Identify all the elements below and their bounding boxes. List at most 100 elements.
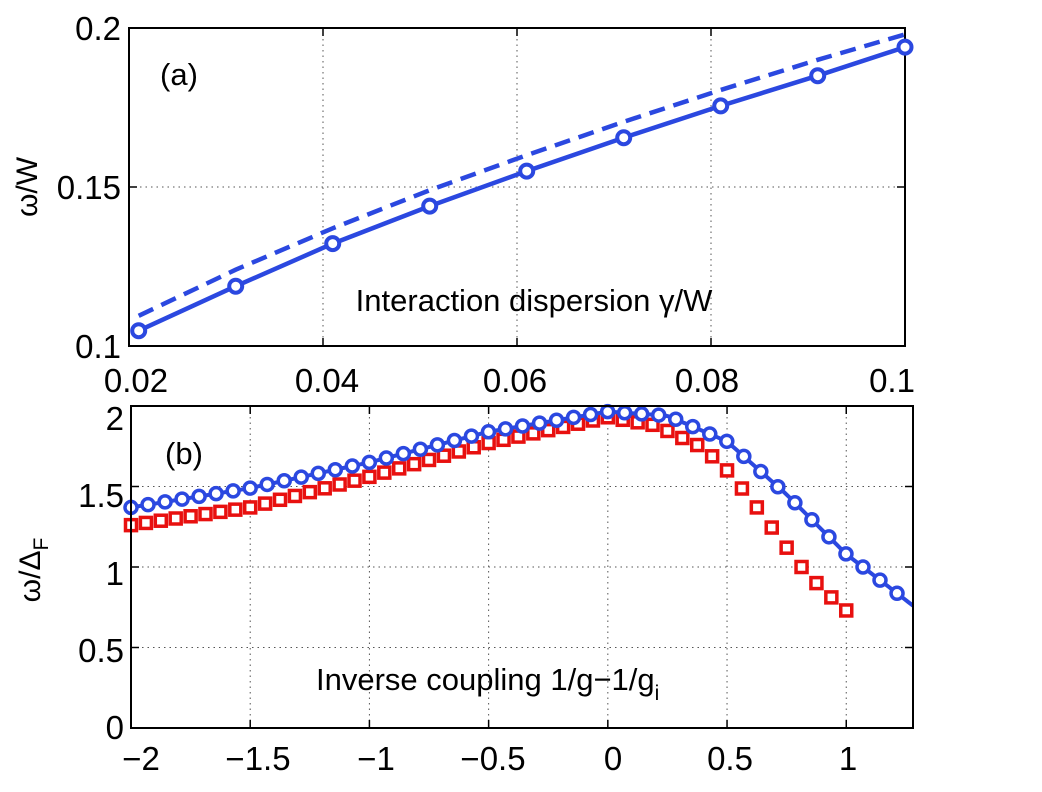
b-circle-point [327, 461, 344, 478]
b-circle-point [378, 450, 395, 466]
panel-b-xlabel-main: Inverse coupling 1/g−1/g [316, 662, 655, 697]
panel-b-frame [130, 405, 914, 729]
b-ytick-label: 1.5 [78, 477, 124, 514]
b-square-point [302, 484, 318, 500]
b-square-point [183, 509, 198, 524]
b-xtick-label: −1 [357, 740, 395, 777]
b-square-point [198, 506, 213, 522]
b-circle-point [685, 418, 701, 435]
b-square-point [168, 511, 183, 526]
panel-b-ytick-labels: 0 0.5 1 1.5 2 [78, 400, 124, 746]
b-square-point [242, 500, 258, 515]
b-circle-point [667, 411, 684, 427]
b-xtick-label: −0.5 [460, 740, 525, 777]
b-circle-point [514, 418, 531, 434]
b-square-point [377, 465, 392, 480]
b-xtick-label: 0.5 [707, 740, 753, 777]
b-square-point [764, 520, 779, 535]
b-square-point [257, 496, 273, 511]
b-circle-point [616, 405, 633, 421]
b-circle-point [872, 572, 888, 588]
a-data-point [615, 129, 633, 147]
b-circle-point [736, 448, 752, 465]
panel-b-inline-xlabel: Inverse coupling 1/g−1/gi [316, 662, 659, 705]
b-circle-point [770, 478, 786, 495]
b-circle-point [855, 559, 871, 575]
a-ytick-label: 0.2 [75, 10, 121, 47]
b-circle-point [242, 480, 258, 496]
b-square-point [749, 500, 765, 515]
b-ytick-label: 0 [106, 709, 124, 746]
b-circle-point [429, 437, 446, 453]
b-xtick-label: 1 [839, 740, 857, 777]
b-square-point [838, 603, 854, 618]
a-ytick-label: 0.1 [75, 328, 121, 365]
a-data-point [130, 322, 148, 340]
panel-a-ylabel: ω/W [11, 156, 44, 217]
b-circle-point [582, 406, 599, 423]
b-circle-point [565, 409, 582, 426]
b-circle-point [838, 546, 854, 562]
b-circle-point [344, 458, 361, 474]
b-ytick-label: 1 [106, 555, 124, 592]
a-ytick-label: 0.15 [57, 169, 121, 206]
b-circle-point [157, 494, 173, 510]
panel-a-series [130, 32, 914, 340]
b-xtick-label: 0 [604, 740, 622, 777]
b-square-point [272, 492, 288, 508]
b-square-point [436, 448, 452, 463]
a-xtick-label: 0.04 [295, 362, 359, 399]
b-square-point [228, 502, 243, 517]
b-square-point [660, 423, 675, 439]
b-square-point [421, 452, 437, 468]
b-square-point [347, 473, 362, 488]
b-circle-point [446, 432, 463, 449]
b-circle-point [225, 483, 241, 499]
b-circle-point [787, 495, 803, 511]
b-circle-point [310, 465, 327, 482]
b-square-point [719, 463, 735, 478]
b-circle-point [804, 512, 820, 528]
b-square-point [734, 481, 750, 496]
b-circle-point [650, 407, 667, 423]
panel-b: −2 −1.5 −1 −0.5 0 0.5 1 0 0.5 1 1.5 2 ω/… [14, 400, 915, 777]
a-xtick-label: 0.06 [483, 362, 547, 399]
a-xtick-label: 0.02 [104, 362, 168, 399]
panel-a: 0.02 0.04 0.06 0.08 0.1 0.1 0.15 0.2 ω/W… [11, 10, 915, 399]
a-xtick-label: 0.08 [675, 362, 739, 399]
b-circle-point [719, 433, 735, 450]
b-ytick-label: 0.5 [78, 632, 124, 669]
a-data-point [227, 277, 245, 295]
b-circle-point [412, 441, 429, 458]
b-square-point [317, 481, 332, 496]
panel-b-ylabel: ω/ΔF [14, 538, 53, 603]
b-square-point [391, 461, 407, 476]
b-circle-point [548, 412, 565, 429]
b-circle-point [633, 406, 650, 422]
b-square-point [406, 456, 422, 472]
b-square-point [526, 426, 541, 441]
a-data-point [324, 235, 342, 253]
b-circle-point [293, 469, 309, 485]
b-square-point [138, 515, 154, 531]
panel-a-ticks [128, 27, 906, 347]
b-circle-point [191, 488, 207, 505]
b-square-point [809, 575, 824, 591]
b-square-point [213, 504, 228, 520]
panel-b-series [123, 403, 915, 618]
b-circle-point [599, 403, 616, 420]
b-square-point [824, 590, 839, 605]
a-data-point [896, 38, 914, 56]
b-square-point [689, 437, 705, 453]
b-circle-point [531, 415, 548, 431]
b-circle-point [480, 424, 497, 440]
b-circle-point [889, 585, 905, 602]
svg-text:ω/ΔF: ω/ΔF [14, 538, 53, 603]
panel-b-ylabel-sub: F [30, 538, 53, 551]
b-square-point [332, 477, 347, 492]
b-square-point [153, 513, 169, 528]
b-xtick-label: −1.5 [225, 740, 290, 777]
b-square-point [362, 469, 377, 485]
panel-b-ylabel-main: ω/Δ [14, 551, 47, 603]
